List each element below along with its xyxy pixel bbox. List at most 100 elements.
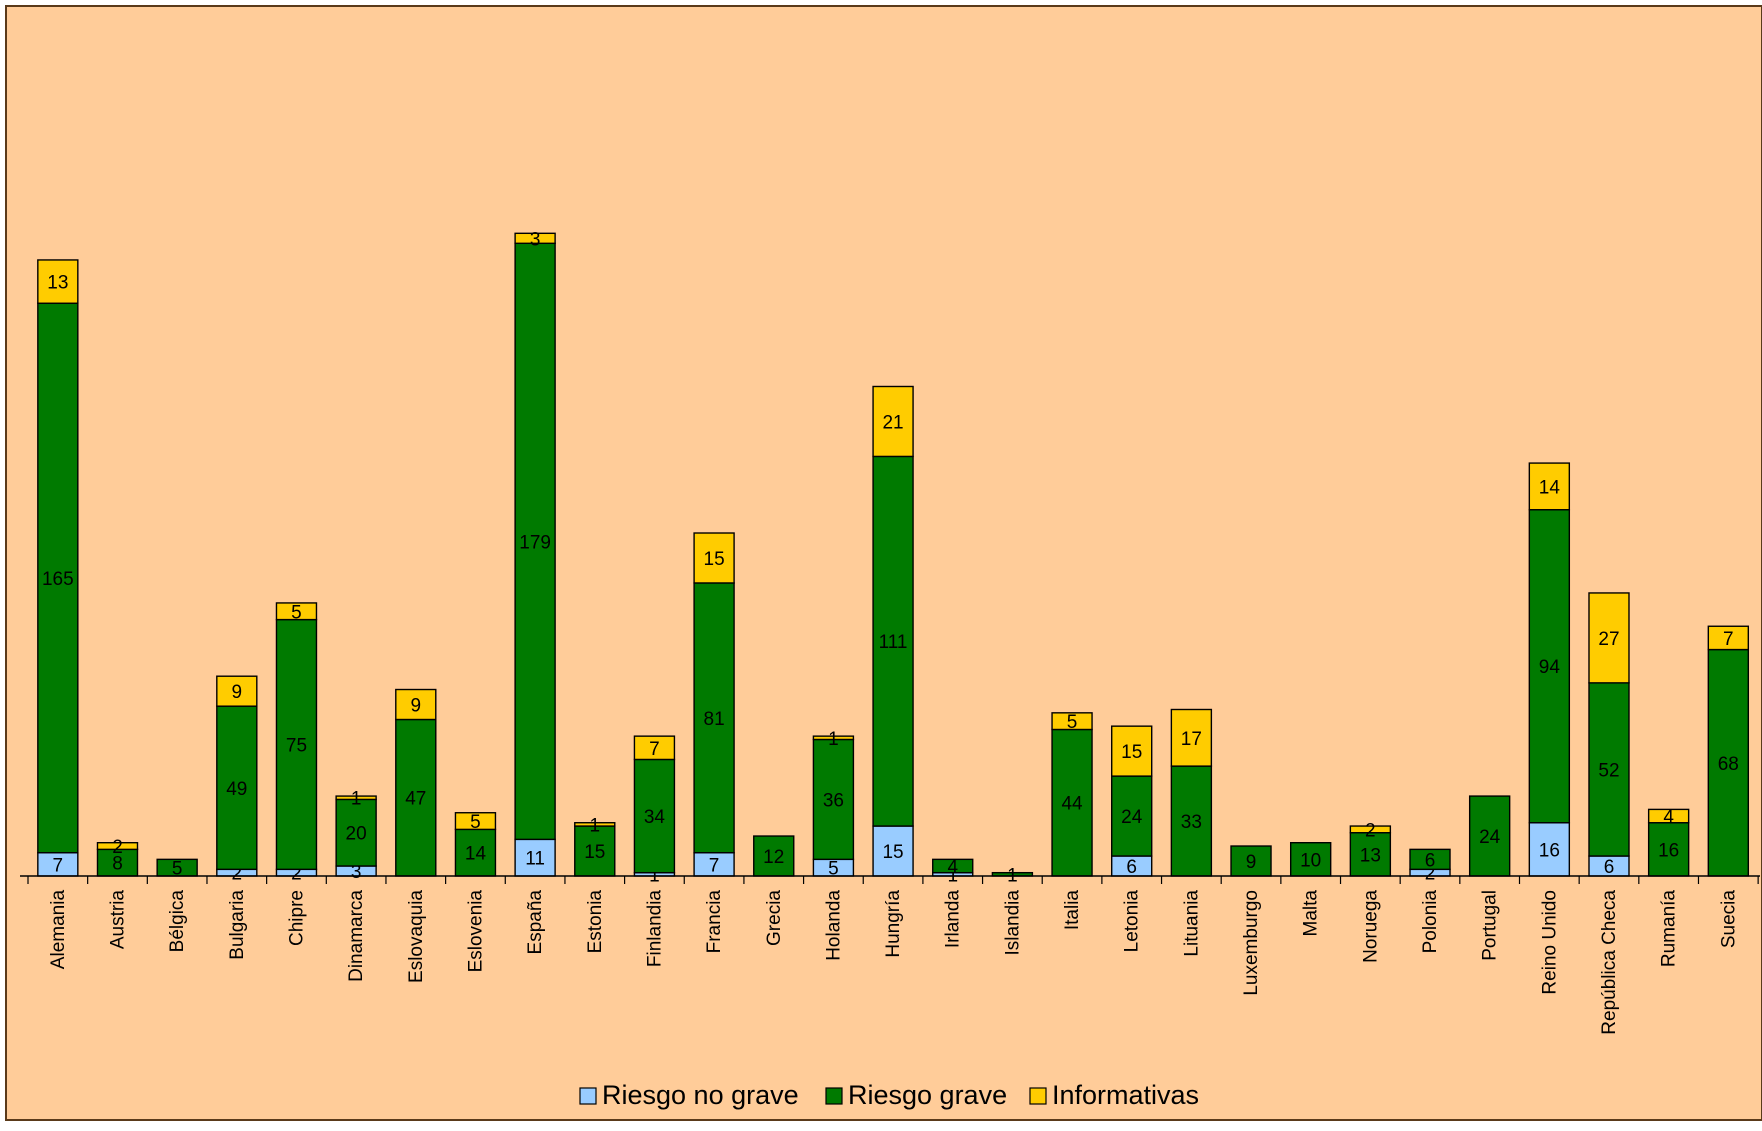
data-label: 2 [1365,820,1376,841]
data-label: 68 [1718,754,1739,775]
bar-group-republica-checa: 6 52 27 [1588,592,1630,878]
data-label: 27 [1598,629,1619,650]
bar-group-luxemburgo: 9 [1230,845,1272,877]
data-label: 7 [709,855,720,876]
x-tick-label: Estonia [585,890,606,954]
data-label: 81 [704,709,725,730]
x-tick-label: Austria [107,890,128,950]
bar-segment-riesgo-grave-hungria [872,455,914,827]
data-label: 21 [882,412,903,433]
data-label: 3 [351,862,362,883]
data-label: 1 [589,815,600,836]
data-label: 16 [1539,840,1560,861]
data-label: 52 [1598,760,1619,781]
data-label: 24 [1121,807,1143,828]
legend: Riesgo no grave Riesgo grave Informativas [579,1080,1199,1110]
bar-group-rumania: 16 4 [1647,807,1690,877]
bar-group-grecia: 12 [753,835,795,877]
data-label: 9 [411,696,422,717]
data-label: 5 [172,859,183,880]
data-label: 4 [947,857,958,878]
bar-segment-riesgo-grave-eslovaquia [395,718,437,877]
data-label: 6 [1126,857,1137,878]
legend-swatch-riesgo-no-grave [579,1087,597,1105]
x-tick-label: Hungría [883,890,904,958]
x-tick-label: Francia [704,890,725,954]
data-label: 179 [519,532,551,553]
x-tick-label: Dinamarca [346,890,367,982]
legend-label-riesgo-no-grave: Riesgo no grave [602,1080,799,1110]
bar-segment-riesgo-grave-finlandia [633,758,676,874]
bar-segment-riesgo-grave-italia [1051,728,1093,877]
bar-segment-riesgo-grave-chipre [275,618,318,871]
x-tick-label: Lituania [1181,890,1202,957]
bar-segment-riesgo-grave-estonia [574,825,616,877]
x-tick-label: Alemania [48,890,69,970]
bar-segment-riesgo-grave-portugal [1468,795,1511,877]
data-label: 13 [1360,845,1381,866]
bar-segment-informativas-austria [96,842,139,851]
bar-segment-informativas-suecia [1707,625,1750,651]
data-label: 7 [649,739,660,760]
data-label: 15 [704,549,725,570]
bar-segment-riesgo-grave-republica-checa [1588,682,1630,857]
data-label: 111 [879,632,908,653]
x-tick-label: Italia [1062,890,1083,931]
bar-segment-riesgo-grave-grecia [753,835,795,877]
bar-segment-riesgo-grave-suecia [1707,648,1750,877]
data-label: 15 [584,842,605,863]
bar-segment-informativas-finlandia [633,735,676,761]
x-tick-label: Letonia [1122,890,1143,953]
bar-segment-riesgo-grave-dinamarca [335,798,377,867]
bar-segment-informativas-reino-unido [1528,462,1571,511]
bar-group-francia: 7 81 15 [693,532,735,877]
bar-segment-riesgo-grave-bulgaria [216,705,258,871]
bar-group-portugal: 24 [1468,795,1511,877]
data-label: 9 [1246,852,1257,873]
bar-segment-informativas-eslovaquia [395,688,437,721]
bar-group-alemania: 7 165 13 [37,259,79,877]
data-label: 17 [1181,729,1202,750]
bar-group-reino-unido: 16 94 14 [1528,462,1571,877]
bar-segment-riesgo-grave-rumania [1647,822,1690,877]
bar-group-estonia: 151 [574,815,616,877]
bar-segment-riesgo-grave-letonia [1111,775,1153,857]
data-label: 2 [291,864,302,885]
bar-group-austria: 82 [96,837,139,877]
bar-segment-informativas-letonia [1111,725,1153,777]
bar-segment-informativas-francia [693,532,735,584]
data-label: 33 [1181,812,1202,833]
bar-segment-informativas-alemania [37,259,79,304]
bar-group-espana: 11 179 3 [514,229,556,877]
data-label: 8 [112,854,123,875]
data-label: 6 [1604,857,1615,878]
bar-group-bulgaria: 2 49 9 [216,675,258,885]
data-label: 16 [1658,840,1679,861]
bar-group-noruega: 132 [1349,820,1392,877]
x-axis: Alemania Austria Bélgica Bulgaria Chipre Dina… [20,875,1760,1035]
data-label: 1 [351,789,362,810]
data-label: 9 [232,682,243,703]
bar-group-malta: 10 [1289,842,1332,877]
bar-segment-informativas-eslovenia [454,812,497,831]
bar-group-polonia: 26 [1409,848,1451,885]
bar-group-chipre: 2 75 5 [275,602,318,885]
x-tick-label: Finlandia [644,890,665,968]
data-label: 49 [226,779,247,800]
bar-segment-informativas-bulgaria [216,675,258,707]
bar-segment-informativas-republica-checa [1588,592,1630,684]
data-label: 75 [286,735,307,756]
bar-segment-informativas-rumania [1647,808,1690,824]
x-tick-label: Eslovaquia [406,890,427,983]
bar-group-letonia: 6 24 15 [1111,725,1153,878]
data-label: 34 [644,807,666,828]
data-label: 44 [1061,794,1083,815]
bar-segment-informativas-espana [514,232,556,244]
data-label: 5 [470,812,481,833]
data-label: 5 [291,602,302,623]
bar-segment-informativas-holanda [812,735,855,741]
data-label: 20 [346,824,367,845]
data-label: 10 [1300,850,1321,871]
data-label: 15 [882,842,903,863]
